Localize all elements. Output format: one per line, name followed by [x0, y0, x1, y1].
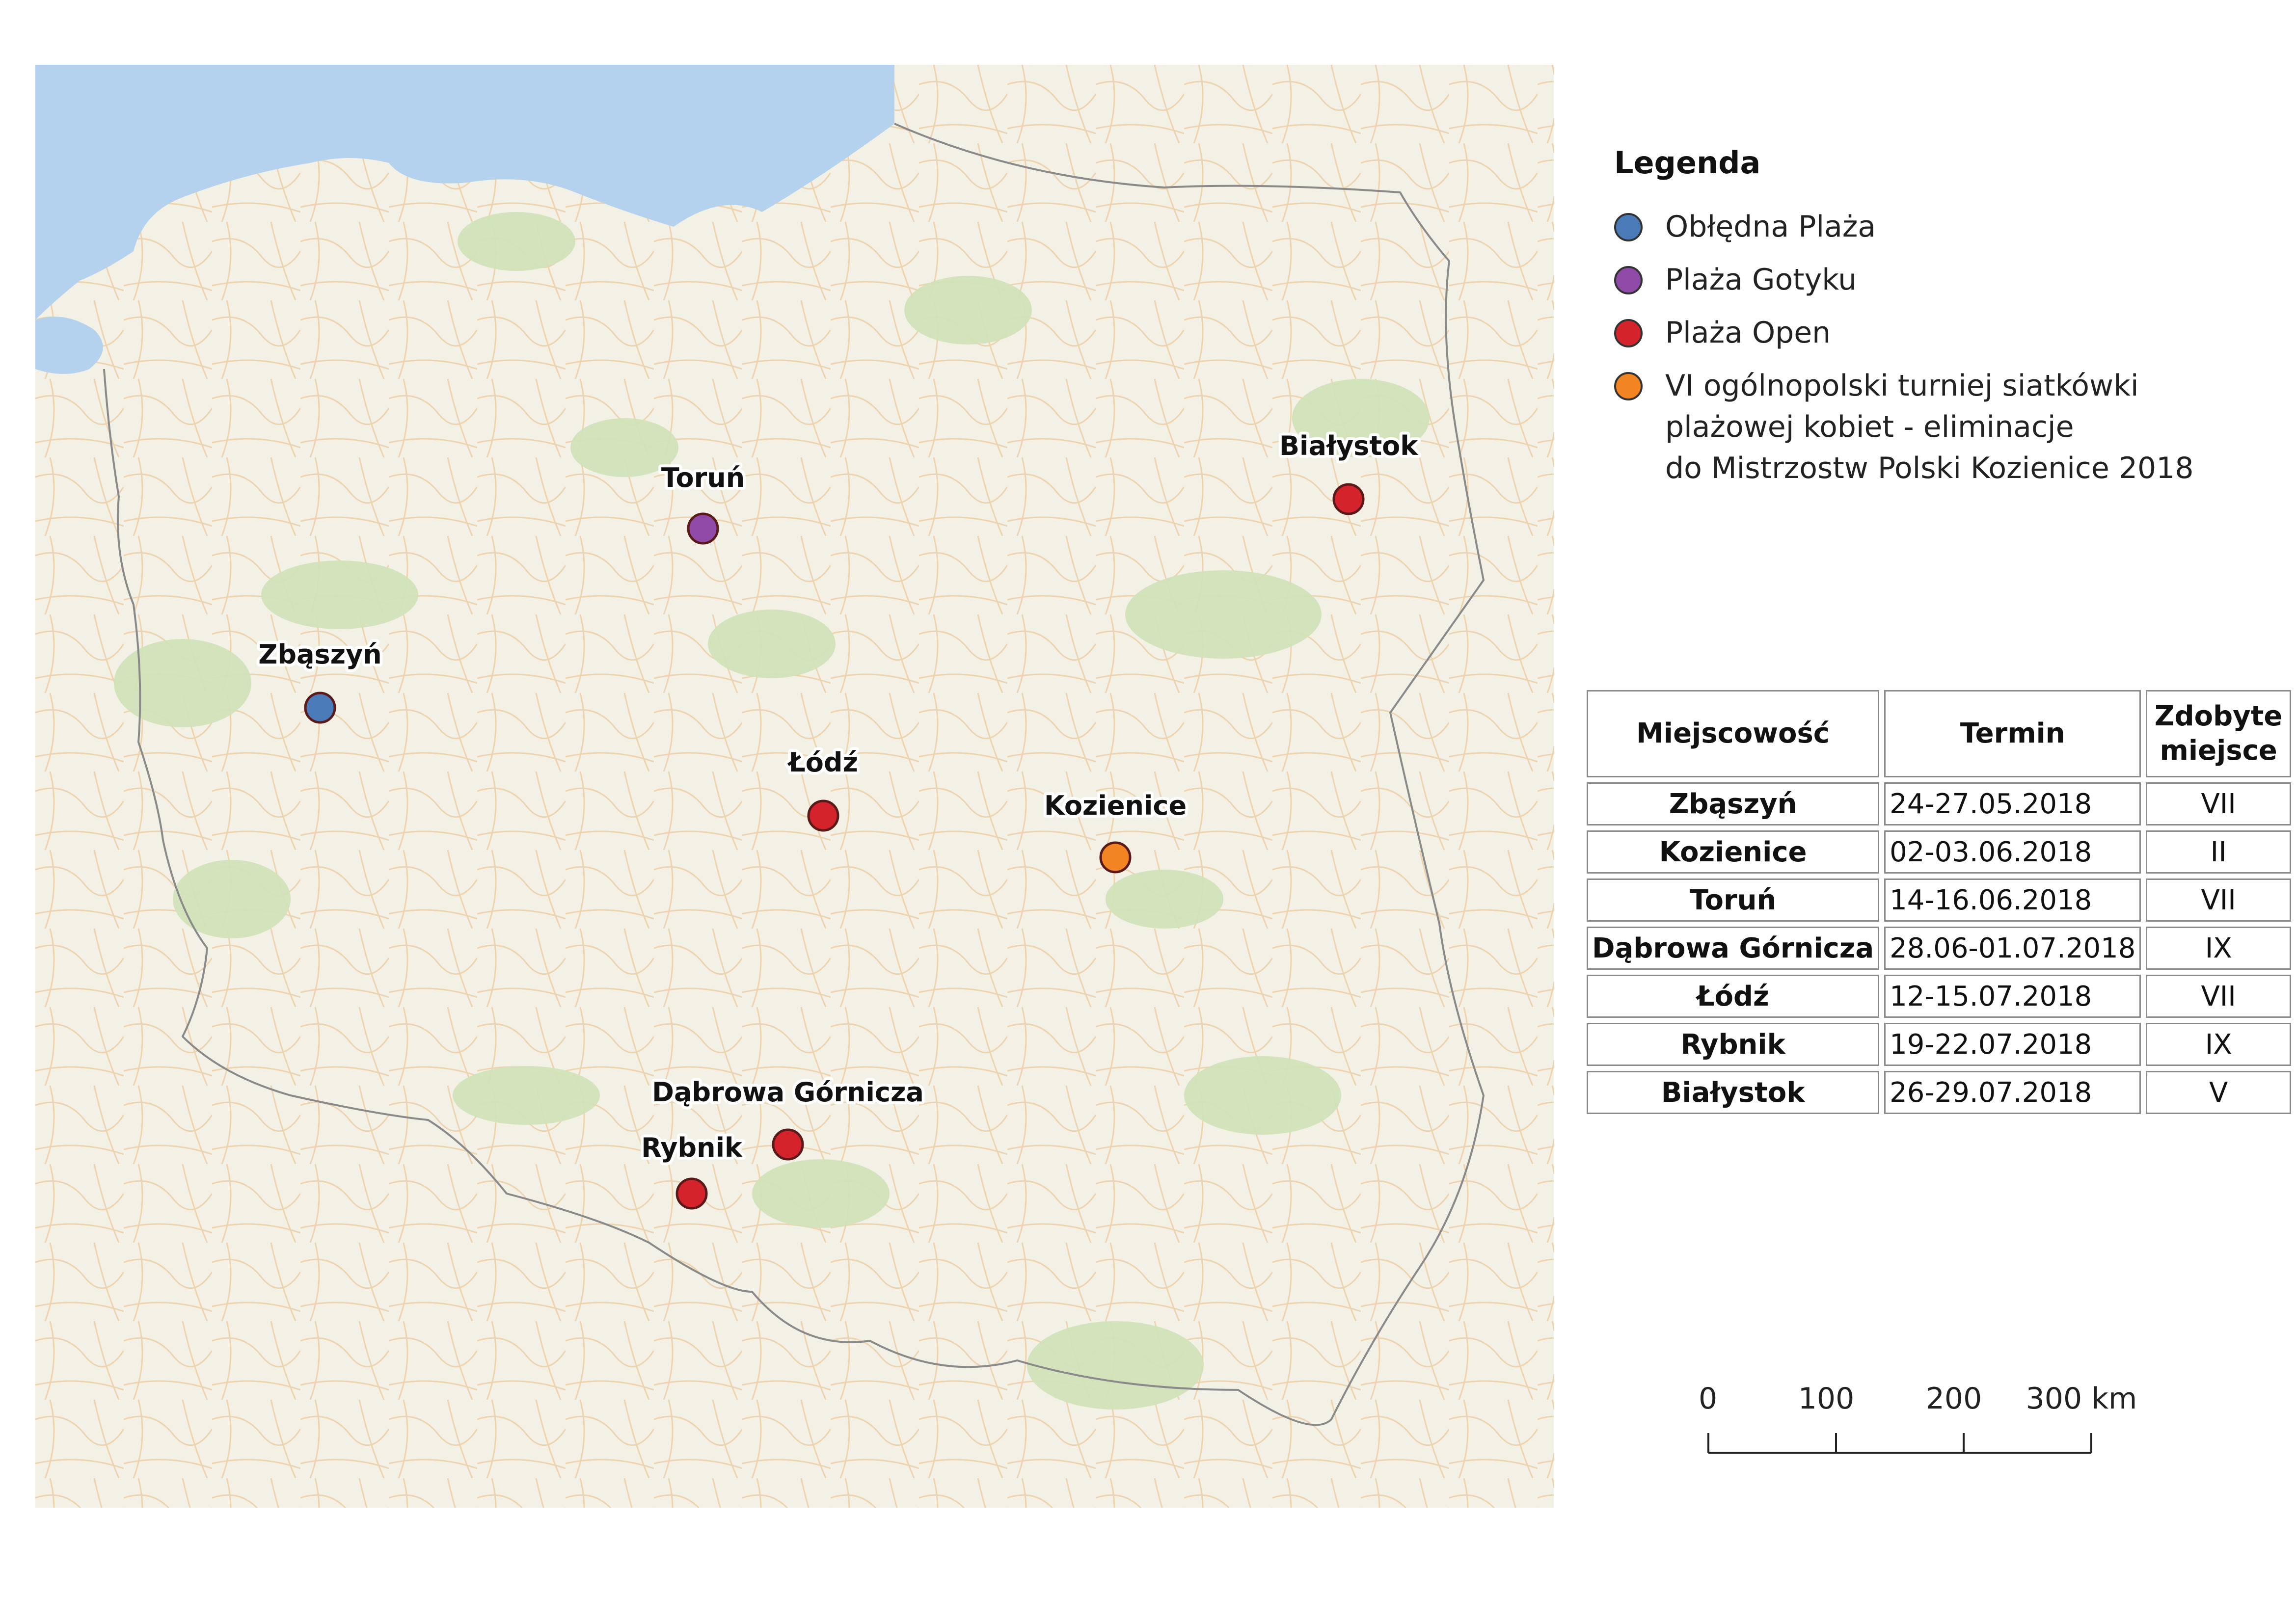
scale-line: [1707, 1433, 2092, 1454]
scale-label-200: 200: [1926, 1382, 1982, 1416]
city-label: Rybnik: [641, 1132, 743, 1163]
table-row: Łódź 12-15.07.2018 VII: [1587, 975, 2291, 1018]
map-markers[interactable]: [304, 483, 1365, 1210]
date-cell: 02-03.06.2018: [1884, 830, 2141, 874]
legend-label: VI ogólnopolski turniej siatkówki plażow…: [1665, 369, 2194, 485]
scale-bar: 0 100 200 300 km: [1699, 1374, 2140, 1463]
map-labels: Toruń Białystok Zbąszyń Łódź Kozienice Dąbrow…: [255, 427, 1421, 1166]
date-cell: 26-29.07.2018: [1884, 1071, 2141, 1114]
rank-cell: VII: [2146, 975, 2291, 1018]
city-marker[interactable]: [1099, 841, 1132, 874]
date-cell: 24-27.05.2018: [1884, 782, 2141, 825]
place-cell: Dąbrowa Górnicza: [1587, 927, 1880, 970]
road-network: [35, 65, 1554, 1508]
place-cell: Rybnik: [1587, 1023, 1880, 1066]
city-label: Toruń: [661, 462, 745, 493]
legend-item-obledna-plaza: Obłędna Plaża: [1614, 206, 2282, 247]
legend-label: Obłędna Plaża: [1665, 210, 1876, 244]
place-cell: Toruń: [1587, 878, 1880, 922]
scale-label-300km: 300 km: [2026, 1382, 2137, 1416]
rank-cell: II: [2146, 830, 2291, 874]
forest-areas: [114, 212, 1430, 1410]
place-cell: Białystok: [1587, 1071, 1880, 1114]
date-cell: 12-15.07.2018: [1884, 975, 2141, 1018]
purple-circle-icon: [1614, 266, 1643, 294]
table-row: Zbąszyń 24-27.05.2018 VII: [1587, 782, 2291, 825]
date-cell: 19-22.07.2018: [1884, 1023, 2141, 1066]
city-label: Łódź: [787, 747, 858, 778]
legend-item-plaza-open: Plaża Open: [1614, 312, 2282, 353]
rank-cell: IX: [2146, 927, 2291, 970]
city-marker[interactable]: [1332, 483, 1365, 515]
place-cell: Kozienice: [1587, 830, 1880, 874]
city-label: Dąbrowa Górnicza: [652, 1077, 924, 1108]
results-table: Miejscowość Termin Zdobyte miejsce Zbąsz…: [1582, 685, 2296, 1119]
rank-cell: VII: [2146, 878, 2291, 922]
city-marker[interactable]: [807, 799, 839, 832]
map[interactable]: Toruń Białystok Zbąszyń Łódź Kozienice Dąbrow…: [35, 65, 1554, 1508]
city-marker[interactable]: [675, 1177, 708, 1210]
city-label: Zbąszyń: [258, 639, 381, 670]
orange-circle-icon: [1614, 372, 1643, 400]
city-label: Białystok: [1279, 430, 1418, 461]
table-row: Kozienice 02-03.06.2018 II: [1587, 830, 2291, 874]
table-row: Białystok 26-29.07.2018 V: [1587, 1071, 2291, 1114]
rank-cell: IX: [2146, 1023, 2291, 1066]
legend-label: Plaża Gotyku: [1665, 263, 1857, 297]
szczecin-lagoon: [35, 317, 103, 374]
date-cell: 14-16.06.2018: [1884, 878, 2141, 922]
legend-item-plaza-gotyku: Plaża Gotyku: [1614, 259, 2282, 300]
table-row: Dąbrowa Górnicza 28.06-01.07.2018 IX: [1587, 927, 2291, 970]
legend-label: Plaża Open: [1665, 316, 1831, 350]
scale-label-0: 0: [1699, 1382, 1717, 1416]
legend-title: Legenda: [1614, 145, 1761, 181]
rank-cell: VII: [2146, 782, 2291, 825]
city-marker[interactable]: [772, 1128, 804, 1161]
header-miejscowosc: Miejscowość: [1587, 690, 1880, 777]
baltic-sea: [35, 65, 894, 320]
table-row: Toruń 14-16.06.2018 VII: [1587, 878, 2291, 922]
place-cell: Łódź: [1587, 975, 1880, 1018]
place-cell: Zbąszyń: [1587, 782, 1880, 825]
table-row: Rybnik 19-22.07.2018 IX: [1587, 1023, 2291, 1066]
city-marker[interactable]: [304, 692, 336, 724]
scale-label-100: 100: [1798, 1382, 1855, 1416]
table-header-row: Miejscowość Termin Zdobyte miejsce: [1587, 690, 2291, 777]
poland-border: [103, 123, 1485, 1426]
red-circle-icon: [1614, 319, 1643, 347]
legend-item-turniej: VI ogólnopolski turniej siatkówki plażow…: [1614, 365, 2282, 489]
blue-circle-icon: [1614, 213, 1643, 241]
rank-cell: V: [2146, 1071, 2291, 1114]
header-termin: Termin: [1884, 690, 2141, 777]
legend: Legenda Obłędna Plaża Plaża Gotyku Plaża…: [1614, 145, 2282, 501]
city-marker[interactable]: [687, 512, 719, 545]
city-label: Kozienice: [1044, 790, 1187, 821]
header-zdobyte-miejsce: Zdobyte miejsce: [2146, 690, 2291, 777]
date-cell: 28.06-01.07.2018: [1884, 927, 2141, 970]
